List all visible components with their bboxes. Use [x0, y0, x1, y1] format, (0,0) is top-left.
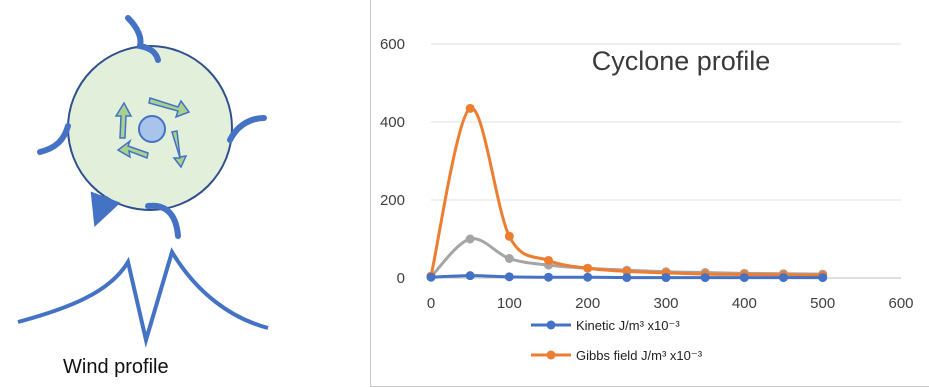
y-tick-label: 600 [380, 36, 405, 53]
x-tick-label: 400 [732, 295, 757, 312]
series-0-point-1 [465, 271, 475, 281]
series-0-point-6 [661, 273, 671, 283]
wind-hook-left [37, 123, 71, 155]
series-1-point-2 [504, 231, 514, 241]
cyclone-diagram-svg [17, 15, 269, 348]
wind-hook-right [227, 115, 267, 143]
wind-hook-bottom [145, 202, 181, 239]
x-tick-label: 300 [653, 295, 678, 312]
series-2-point-2 [504, 254, 514, 263]
series-1-point-1 [465, 103, 475, 113]
series-0-point-0 [426, 272, 436, 282]
legend-swatch-marker-0 [546, 320, 556, 330]
legend-label-1: Gibbs field J/m³ x10⁻³ [576, 348, 703, 363]
rotation-arrow-left [114, 101, 133, 139]
series-0-point-8 [739, 273, 749, 283]
legend-label-0: Kinetic J/m³ x10⁻³ [576, 318, 680, 333]
line-chart: 0 200 400 600 0 100 200 300 400 500 600 Cyclone pro… [380, 36, 914, 363]
x-tick-label: 200 [575, 295, 600, 312]
series-0-point-5 [622, 273, 632, 283]
chart-title: Cyclone profile [592, 46, 771, 76]
series-1-point-4 [583, 263, 593, 273]
rotation-arrow-right [171, 130, 188, 169]
cyclone-core [138, 115, 166, 143]
x-tick-label: 600 [888, 295, 913, 312]
x-tick-label: 500 [810, 295, 835, 312]
wind-arrow-down [90, 191, 121, 227]
legend-swatch-marker-1 [546, 350, 556, 360]
series-line-1 [429, 106, 823, 277]
y-tick-label: 200 [380, 192, 405, 209]
x-tick-label: 100 [497, 295, 522, 312]
series-0-point-3 [544, 272, 553, 282]
y-tick-label: 400 [380, 114, 405, 131]
series-0-point-7 [700, 273, 710, 283]
series-0-point-4 [583, 272, 593, 282]
x-tick-label: 0 [427, 295, 435, 312]
series-0-point-10 [818, 273, 828, 283]
series-0-point-2 [504, 272, 514, 282]
rotation-arrow-top [148, 97, 191, 119]
y-tick-label: 0 [397, 270, 405, 287]
series-0-point-9 [779, 273, 788, 283]
rotation-arrow-bottom [116, 138, 149, 160]
wind-profile-curve [17, 247, 269, 348]
cyclone-diagram: Wind profile [0, 0, 300, 387]
series-2-point-1 [465, 234, 475, 244]
series-1-point-5 [622, 266, 632, 276]
series-1-point-3 [544, 255, 553, 265]
wind-profile-caption: Wind profile [63, 356, 169, 378]
wind-hook-top [125, 15, 161, 63]
chart-panel: 0 200 400 600 0 100 200 300 400 500 600 Cyclone pro… [370, 0, 929, 387]
